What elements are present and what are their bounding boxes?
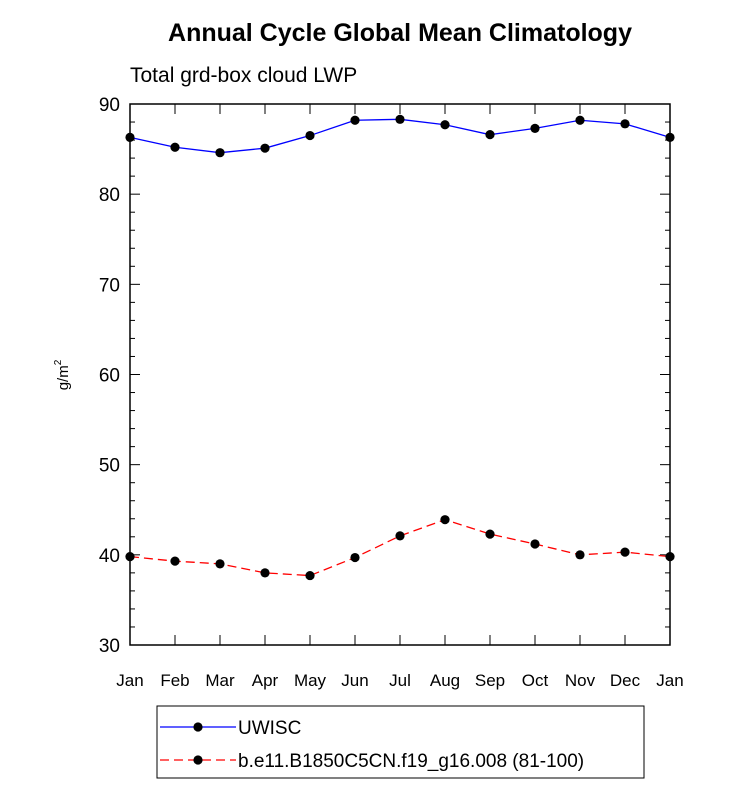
x-tick-label: Jan xyxy=(656,671,683,690)
series-1-point xyxy=(575,115,585,125)
series-2-point xyxy=(575,550,585,560)
x-tick-label: Mar xyxy=(205,671,235,690)
y-tick-label: 60 xyxy=(99,366,120,387)
y-tick-label: 50 xyxy=(99,456,120,477)
legend-marker-2 xyxy=(193,755,203,765)
series-line-2 xyxy=(129,518,671,577)
x-tick-label: Dec xyxy=(610,671,641,690)
legend-label-2: b.e11.B1850C5CN.f19_g16.008 (81-100) xyxy=(238,751,584,772)
y-tick-label: 40 xyxy=(99,546,120,567)
x-tick-label: Feb xyxy=(160,671,189,690)
series-1-point xyxy=(350,115,360,125)
series-2-point xyxy=(440,515,450,525)
legend-marker-1 xyxy=(193,722,203,732)
series-2-point xyxy=(350,552,360,563)
y-axis-label-superscript: 2 xyxy=(53,359,64,365)
series-2-point xyxy=(215,559,225,569)
series-2-point xyxy=(485,529,495,539)
series-1-point xyxy=(215,148,225,158)
series-1-point xyxy=(260,143,270,153)
x-tick-label: May xyxy=(294,671,327,690)
x-tick-label: Oct xyxy=(522,671,549,690)
y-axis-label-group: g/m2 xyxy=(53,359,72,390)
series-layer xyxy=(125,114,675,581)
series-1-point xyxy=(485,130,495,140)
y-axis-label: g/m2 xyxy=(53,359,72,390)
series-1-point xyxy=(440,120,450,130)
series-1-point xyxy=(530,123,540,133)
y-tick-label: 30 xyxy=(99,636,120,657)
series-1-point xyxy=(305,130,315,141)
legend-label-1: UWISC xyxy=(238,718,301,739)
series-2-point xyxy=(530,539,540,549)
series-2-point xyxy=(170,556,180,566)
series-2-point xyxy=(620,547,630,557)
series-1-point xyxy=(620,119,630,129)
y-tick-label: 90 xyxy=(99,95,120,116)
x-tick-label: Aug xyxy=(430,671,460,690)
x-tick-label: Sep xyxy=(475,671,505,690)
series-2-point xyxy=(260,568,270,578)
series-1-point xyxy=(170,142,180,152)
x-tick-label: Jul xyxy=(389,671,411,690)
series-1-point xyxy=(395,114,405,124)
y-tick-label: 80 xyxy=(99,185,120,206)
x-tick-label: Jan xyxy=(116,671,143,690)
series-2-point xyxy=(305,570,315,581)
x-tick-label: Nov xyxy=(565,671,596,690)
legend-box xyxy=(156,705,645,779)
y-axis-label-unit: g/m xyxy=(55,365,72,390)
x-tick-label: Jun xyxy=(341,671,368,690)
y-tick-label: 70 xyxy=(99,275,120,296)
series-line-1 xyxy=(129,118,671,154)
plot-frame xyxy=(129,103,671,646)
legend: UWISC b.e11.B1850C5CN.f19_g16.008 (81-100… xyxy=(156,705,645,779)
chart-subtitle: Total grd-box cloud LWP xyxy=(130,64,357,87)
chart-title: Annual Cycle Global Mean Climatology xyxy=(168,19,632,47)
series-2-point xyxy=(395,531,405,541)
axis-ticks: 30 40 50 60 70 80 90 Jan Feb Mar Apr May Jun Jul Aug Se… xyxy=(99,95,684,690)
x-tick-label: Apr xyxy=(252,671,279,690)
